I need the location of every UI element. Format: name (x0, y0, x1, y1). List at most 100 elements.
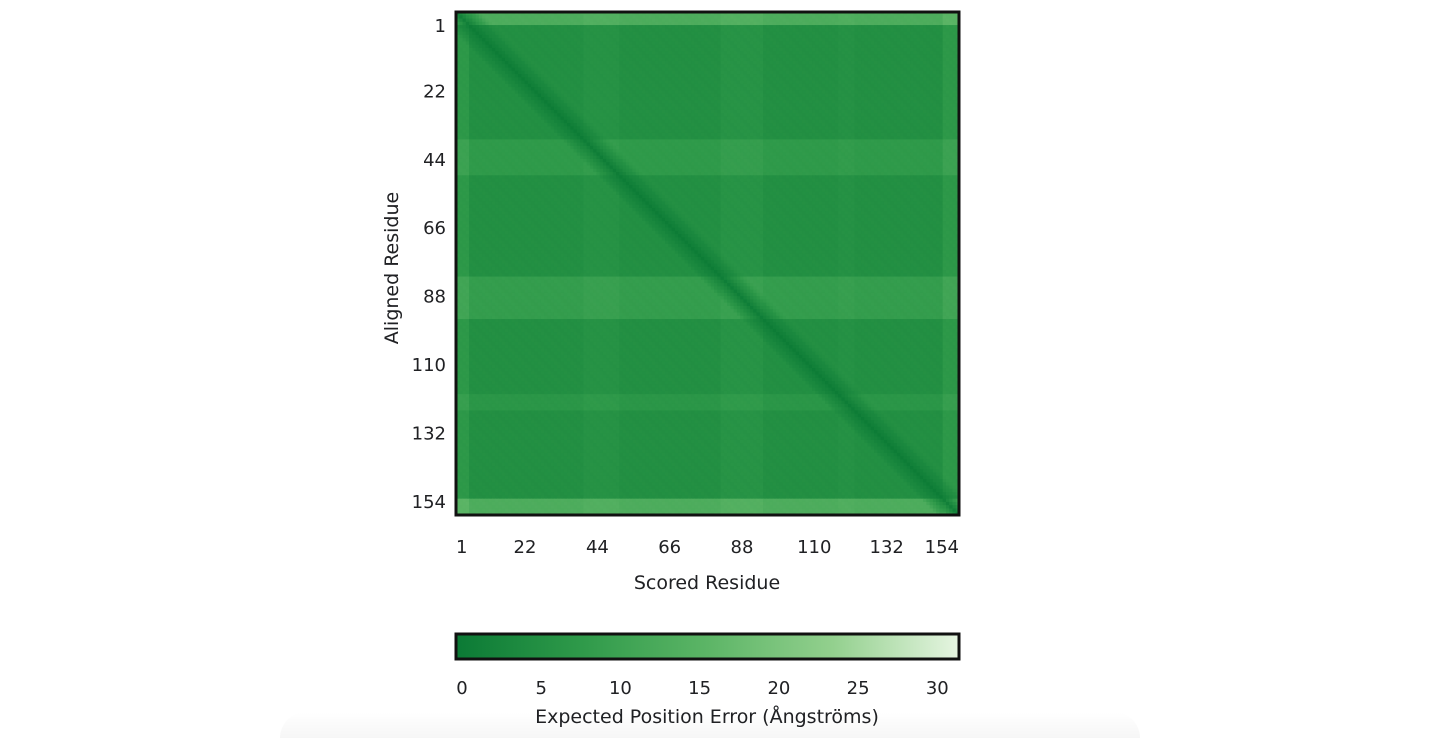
heatmap-cell (534, 18, 539, 23)
heatmap-cell (557, 77, 562, 82)
heatmap-cell (812, 67, 816, 72)
heatmap-cell (671, 77, 676, 82)
heatmap-cell (727, 47, 731, 52)
heatmap-cell (785, 15, 790, 20)
heatmap-cell (596, 83, 601, 88)
heatmap-cell (491, 44, 496, 49)
heatmap-cell (769, 64, 774, 69)
heatmap-cell (518, 60, 522, 65)
heatmap-cell (743, 54, 748, 59)
heatmap-cell (635, 77, 640, 82)
heatmap-cell (749, 47, 754, 52)
heatmap-cell (864, 57, 869, 62)
heatmap-cell (534, 64, 539, 69)
heatmap-cell (495, 54, 500, 59)
heatmap-cell (861, 67, 865, 72)
heatmap-cell (759, 80, 764, 85)
heatmap-cell (847, 80, 852, 85)
heatmap-cell (942, 38, 947, 42)
heatmap-cell (576, 77, 581, 82)
heatmap-cell (553, 60, 558, 65)
heatmap-cell (606, 57, 611, 62)
heatmap-cell (812, 57, 816, 62)
heatmap-cell (952, 70, 957, 75)
heatmap-cell (465, 25, 470, 29)
heatmap-cell (462, 57, 467, 62)
heatmap-cell (851, 47, 856, 52)
heatmap-cell (903, 64, 908, 69)
heatmap-cell (691, 41, 696, 46)
heatmap-cell (900, 54, 905, 59)
heatmap-cell (736, 64, 741, 69)
heatmap-cell (482, 70, 486, 75)
heatmap-cell (841, 87, 846, 91)
heatmap-cell (759, 67, 764, 72)
heatmap-cell (815, 44, 820, 49)
heatmap-cell (596, 51, 601, 56)
heatmap-cell (602, 15, 607, 20)
heatmap-cell (740, 57, 745, 62)
heatmap-cell (472, 25, 477, 29)
heatmap-cell (642, 93, 647, 98)
heatmap-cell (910, 83, 914, 88)
heatmap-cell (648, 64, 653, 69)
heatmap-cell (851, 74, 856, 78)
heatmap-cell (952, 12, 957, 16)
heatmap-cell (756, 74, 761, 78)
heatmap-cell (772, 38, 777, 42)
heatmap-cell (749, 38, 754, 42)
heatmap-cell (923, 38, 927, 42)
heatmap-cell (583, 57, 588, 62)
heatmap-cell (769, 18, 774, 23)
heatmap-cell (896, 44, 901, 49)
heatmap-cell (625, 34, 630, 39)
heatmap-cell (936, 44, 941, 49)
heatmap-cell (952, 34, 957, 39)
heatmap-cell (550, 47, 555, 52)
heatmap-cell (818, 77, 823, 82)
heatmap-cell (553, 12, 558, 16)
heatmap-cell (684, 83, 689, 88)
heatmap-cell (475, 18, 480, 23)
heatmap-cell (645, 47, 650, 52)
heatmap-cell (795, 34, 800, 39)
heatmap-cell (514, 38, 519, 42)
heatmap-cell (939, 67, 944, 72)
heatmap-cell (789, 74, 794, 78)
heatmap-cell (776, 12, 780, 16)
heatmap-cell (939, 25, 944, 29)
heatmap-cell (475, 44, 480, 49)
heatmap-cell (818, 54, 823, 59)
heatmap-cell (736, 28, 741, 33)
heatmap-cell (504, 80, 509, 85)
heatmap-cell (945, 70, 950, 75)
heatmap-cell (501, 25, 506, 29)
heatmap-cell (456, 70, 460, 75)
heatmap-cell (674, 64, 679, 69)
heatmap-cell (547, 44, 552, 49)
heatmap-cell (553, 25, 558, 29)
heatmap-cell (714, 57, 718, 62)
heatmap-cell (867, 38, 872, 42)
heatmap-cell (540, 34, 545, 39)
heatmap-cell (478, 64, 483, 69)
heatmap-cell (478, 47, 483, 52)
heatmap-cell (687, 83, 692, 88)
heatmap-cell (798, 64, 803, 69)
heatmap-cell (645, 54, 650, 59)
heatmap-cell (864, 54, 869, 59)
heatmap-cell (854, 67, 859, 72)
heatmap-cell (553, 21, 558, 26)
heatmap-cell (681, 44, 686, 49)
heatmap-cell (936, 54, 941, 59)
heatmap-cell (573, 57, 578, 62)
heatmap-cell (942, 31, 947, 36)
heatmap-cell (658, 41, 663, 46)
heatmap-cell (766, 41, 771, 46)
heatmap-cell (763, 41, 767, 46)
heatmap-cell (753, 51, 758, 56)
heatmap-cell (472, 31, 477, 36)
heatmap-cell (563, 77, 568, 82)
heatmap-cell (524, 15, 529, 20)
heatmap-cell (789, 77, 794, 82)
